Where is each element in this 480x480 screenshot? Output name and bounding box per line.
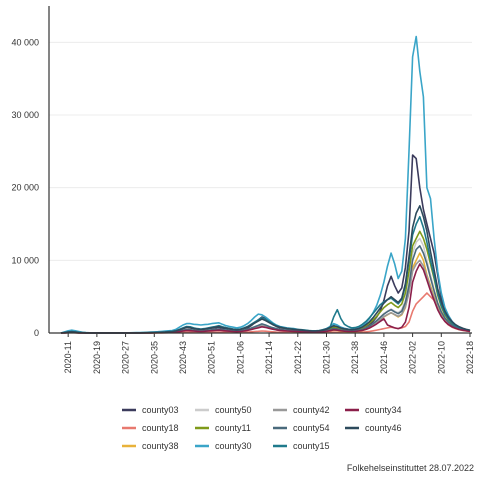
chart-credit: Folkehelseinstituttet 28.07.2022 [347,463,474,473]
y-tick-label: 0 [34,328,39,338]
x-tick-label: 2021-38 [350,341,360,374]
legend-label-county50: county50 [215,405,252,415]
y-axis-ticks: 0 10 000 20 000 30 000 40 000 [11,37,39,338]
x-tick-label: 2020-27 [121,341,131,374]
legend-label-county46: county46 [365,423,402,433]
legend-label-county34: county34 [365,405,402,415]
legend-label-county38: county38 [142,441,179,451]
y-tick-label: 30 000 [11,110,39,120]
x-tick-label: 2021-06 [235,341,245,374]
x-tick-label: 2022-10 [436,341,446,374]
x-tick-label: 2021-46 [379,341,389,374]
legend-label-county11: county11 [215,423,251,433]
legend: county03 county18 county38 county50 county11… [122,405,402,451]
x-tick-label: 2021-30 [321,341,331,374]
legend-label-county42: county42 [293,405,330,415]
legend-label-county15: county15 [293,441,330,451]
legend-label-county03: county03 [142,405,179,415]
x-tick-label: 2021-22 [293,341,303,374]
x-tick-label: 2022-18 [465,341,475,374]
legend-label-county54: county54 [293,423,330,433]
y-tick-label: 40 000 [11,37,39,47]
legend-label-county18: county18 [142,423,179,433]
legend-label-county30: county30 [215,441,252,451]
x-tick-label: 2020-35 [149,341,159,374]
x-tick-label: 2020-43 [178,341,188,374]
x-tick-label: 2020-19 [92,341,102,374]
series-lines [60,35,471,334]
grid-lines [49,41,472,261]
x-axis-ticks: 2020-11 2020-19 2020-27 2020-35 2020-43 2020-… [63,333,475,374]
x-tick-label: 2022-02 [408,341,418,374]
x-tick-label: 2021-14 [264,341,274,374]
x-tick-label: 2020-11 [63,341,73,373]
y-tick-label: 10 000 [11,255,39,265]
x-tick-label: 2020-51 [207,341,217,374]
y-tick-label: 20 000 [11,183,39,193]
